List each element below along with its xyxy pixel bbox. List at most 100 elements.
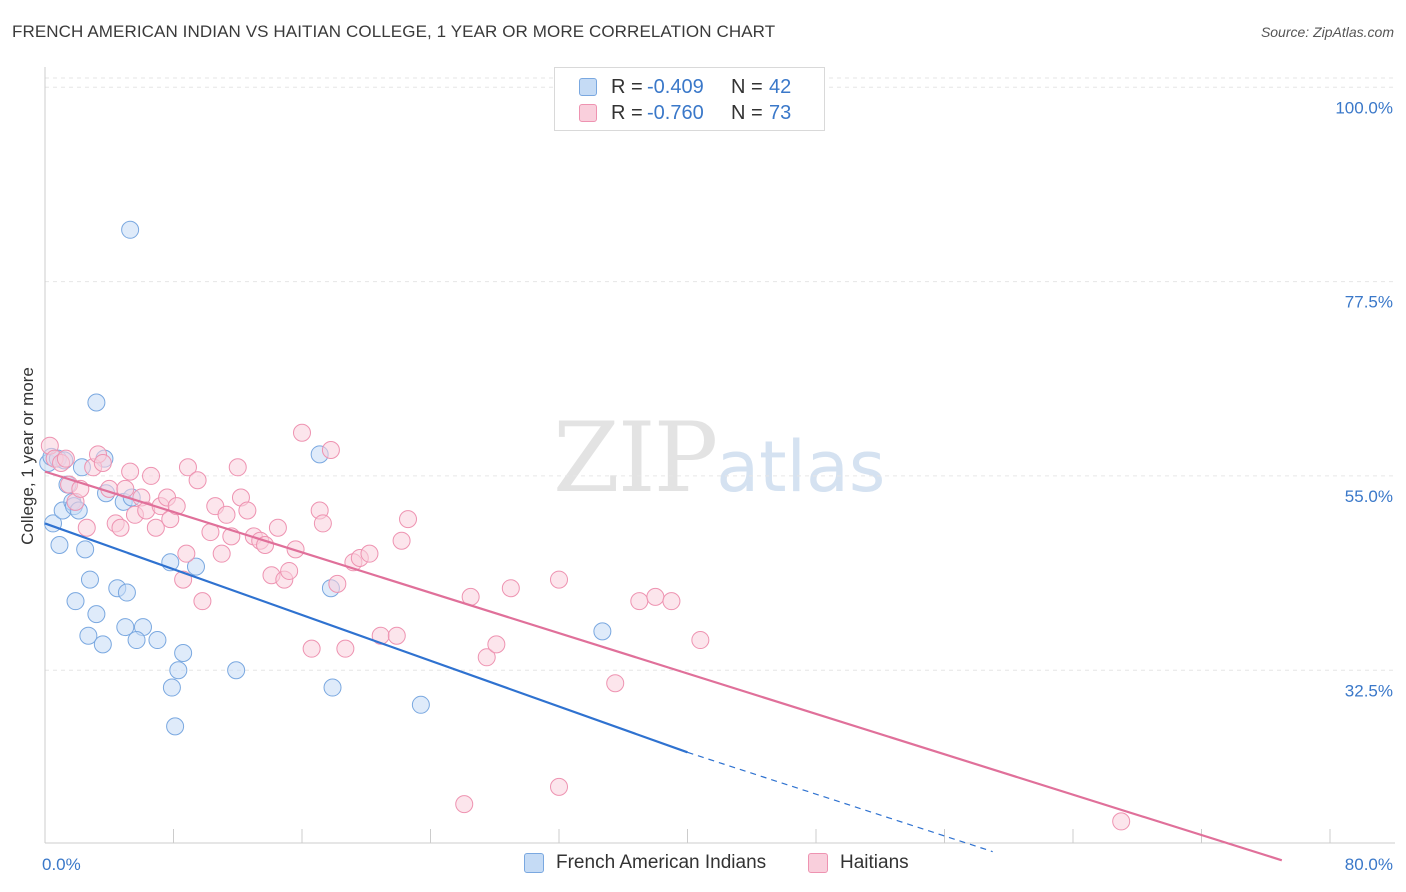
axes bbox=[44, 67, 1395, 844]
data-point-haitians bbox=[392, 531, 411, 550]
data-point-haitians bbox=[111, 518, 130, 537]
data-point-french-american-indians bbox=[148, 631, 167, 650]
data-point-haitians bbox=[77, 518, 96, 537]
source-credit: Source: ZipAtlas.com bbox=[1260, 24, 1394, 40]
n-label: N = bbox=[731, 101, 763, 124]
data-point-haitians bbox=[501, 579, 520, 598]
data-point-french-american-indians bbox=[87, 393, 106, 412]
data-point-haitians bbox=[1112, 812, 1131, 831]
data-point-haitians bbox=[321, 441, 340, 460]
watermark: ZIPatlas bbox=[553, 402, 885, 514]
y-tick-label: 77.5% bbox=[1345, 293, 1393, 312]
r-label: R = bbox=[611, 75, 643, 98]
data-point-haitians bbox=[93, 453, 112, 472]
y-tick-label: 55.0% bbox=[1345, 487, 1393, 506]
r-value: -0.409 bbox=[647, 75, 704, 98]
tick-labels: 32.5% 55.0% 77.5% 100.0% 0.0% 80.0% bbox=[42, 98, 1393, 874]
series-haitians bbox=[40, 423, 1131, 831]
data-point-haitians bbox=[328, 574, 347, 593]
legend-row-french-american-indians: R = -0.409 N = 42 bbox=[579, 75, 791, 99]
data-point-haitians bbox=[217, 505, 236, 524]
data-point-french-american-indians bbox=[116, 618, 135, 637]
data-point-haitians bbox=[646, 587, 665, 606]
correlation-legend: R = -0.409 N = 42 R = -0.760 N = 73 bbox=[554, 67, 825, 131]
data-point-haitians bbox=[121, 462, 140, 481]
n-value: 73 bbox=[769, 101, 792, 124]
blue-swatch bbox=[524, 853, 544, 873]
data-point-french-american-indians bbox=[117, 583, 136, 602]
data-point-haitians bbox=[212, 544, 231, 563]
data-point-haitians bbox=[177, 544, 196, 563]
data-point-french-american-indians bbox=[166, 717, 185, 736]
series-french-american-indians bbox=[39, 220, 612, 736]
data-point-haitians bbox=[268, 518, 287, 537]
data-point-haitians bbox=[360, 544, 379, 563]
data-point-french-american-indians bbox=[79, 626, 98, 645]
data-point-haitians bbox=[455, 795, 474, 814]
y-axis-label: College, 1 year or more bbox=[18, 367, 37, 545]
data-point-haitians bbox=[302, 639, 321, 658]
data-point-haitians bbox=[167, 497, 186, 516]
data-point-haitians bbox=[193, 592, 212, 611]
data-point-french-american-indians bbox=[66, 592, 85, 611]
data-point-haitians bbox=[146, 518, 165, 537]
y-tick-label: 32.5% bbox=[1345, 681, 1393, 700]
data-point-french-american-indians bbox=[323, 678, 342, 697]
data-point-haitians bbox=[56, 449, 75, 468]
pink-swatch bbox=[579, 104, 597, 122]
data-point-haitians bbox=[630, 592, 649, 611]
data-point-haitians bbox=[691, 631, 710, 650]
legend-label: Haitians bbox=[840, 852, 909, 873]
trend-line-extension-french-american-indians bbox=[687, 751, 993, 853]
data-point-french-american-indians bbox=[186, 557, 205, 576]
data-point-haitians bbox=[550, 777, 568, 796]
trend-lines bbox=[44, 470, 1283, 862]
trend-line-french-american-indians bbox=[44, 522, 688, 754]
n-label: N = bbox=[731, 75, 763, 98]
data-point-french-american-indians bbox=[80, 570, 99, 589]
data-point-haitians bbox=[293, 423, 311, 442]
data-point-haitians bbox=[550, 570, 568, 589]
data-point-haitians bbox=[313, 514, 332, 533]
trend-line-haitians bbox=[44, 470, 1283, 862]
watermark-zip: ZIP bbox=[553, 402, 718, 514]
legend-row-haitians: R = -0.760 N = 73 bbox=[579, 101, 791, 125]
y-tick-label: 100.0% bbox=[1335, 98, 1393, 117]
data-point-haitians bbox=[178, 458, 197, 477]
data-point-french-american-indians bbox=[227, 661, 246, 680]
x-tick-label: 80.0% bbox=[1345, 855, 1393, 874]
data-point-french-american-indians bbox=[50, 536, 69, 555]
pink-swatch bbox=[808, 853, 828, 873]
data-point-haitians bbox=[228, 458, 247, 477]
watermark-atlas: atlas bbox=[716, 426, 886, 508]
data-point-haitians bbox=[606, 674, 625, 693]
data-point-french-american-indians bbox=[93, 635, 112, 654]
r-value: -0.760 bbox=[647, 101, 704, 124]
data-point-haitians bbox=[399, 510, 418, 529]
data-point-haitians bbox=[477, 648, 496, 667]
data-point-french-american-indians bbox=[174, 643, 193, 662]
data-point-french-american-indians bbox=[169, 661, 188, 680]
data-point-haitians bbox=[238, 501, 257, 520]
data-point-haitians bbox=[142, 466, 161, 485]
chart-title: FRENCH AMERICAN INDIAN VS HAITIAN COLLEG… bbox=[12, 22, 776, 41]
data-point-french-american-indians bbox=[162, 678, 181, 697]
r-label: R = bbox=[611, 101, 643, 124]
data-point-french-american-indians bbox=[127, 631, 146, 650]
data-point-haitians bbox=[280, 561, 299, 580]
data-point-french-american-indians bbox=[593, 622, 612, 641]
data-point-haitians bbox=[487, 635, 506, 654]
x-tick-label: 0.0% bbox=[42, 855, 81, 874]
legend-label: French American Indians bbox=[556, 852, 767, 873]
data-point-haitians bbox=[662, 592, 681, 611]
data-point-french-american-indians bbox=[87, 605, 106, 624]
data-point-haitians bbox=[256, 536, 275, 555]
bottom-legend-haitians: Haitians bbox=[808, 852, 909, 874]
bottom-legend-french-american-indians: French American Indians bbox=[524, 852, 766, 874]
grid-lines bbox=[45, 77, 1395, 671]
data-point-haitians bbox=[336, 639, 355, 658]
data-point-haitians bbox=[188, 471, 207, 490]
data-point-haitians bbox=[387, 626, 406, 645]
data-point-french-american-indians bbox=[121, 220, 140, 239]
